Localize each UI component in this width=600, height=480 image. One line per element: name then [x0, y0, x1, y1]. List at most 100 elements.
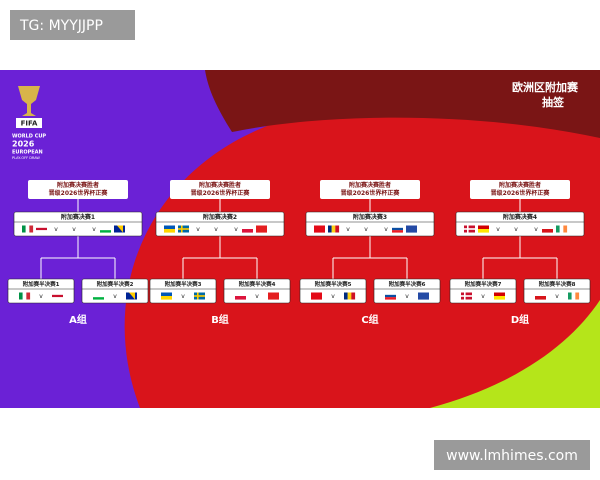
flag	[36, 230, 47, 233]
flag	[22, 225, 26, 233]
bg-maroon	[205, 70, 600, 138]
logo: FIFA WORLD CUP 2026 EUROPEAN PLAY-OFF DR…	[12, 86, 46, 160]
versus: v	[331, 293, 335, 300]
versus: v	[196, 226, 200, 233]
semi-label: 附加赛半决赛3	[165, 280, 202, 288]
flag	[100, 227, 111, 231]
versus: v	[496, 226, 500, 233]
flag	[311, 292, 322, 297]
flag	[542, 225, 553, 230]
semi-label: 附加赛半决赛8	[539, 280, 576, 288]
flag	[344, 292, 348, 300]
title: 抽签	[542, 95, 565, 109]
watermark-text: TG: MYYJJPP	[19, 18, 103, 34]
flag	[52, 294, 63, 298]
flag	[542, 229, 553, 233]
flag	[314, 225, 325, 230]
watermark-box	[434, 440, 590, 470]
winner-box	[320, 180, 420, 199]
winner-box	[170, 180, 270, 199]
semi-label: 附加赛半决赛5	[315, 280, 352, 288]
group-label: B组	[211, 313, 229, 326]
poster: FIFA WORLD CUP 2026 EUROPEAN PLAY-OFF DR…	[0, 70, 600, 408]
versus: v	[72, 226, 76, 233]
flag	[178, 228, 189, 230]
flag	[385, 294, 396, 298]
flag	[311, 296, 322, 300]
group-label: D组	[511, 313, 529, 326]
flag	[494, 292, 505, 297]
semi-label: 附加赛半决赛1	[23, 280, 60, 288]
flag	[335, 225, 340, 233]
flag	[25, 225, 30, 233]
versus: v	[39, 293, 43, 300]
flag	[268, 292, 279, 297]
flag	[347, 292, 352, 300]
flag	[563, 225, 568, 233]
logo-text: WORLD CUP	[12, 134, 46, 140]
versus: v	[346, 226, 350, 233]
flag	[575, 292, 580, 300]
final-label: 附加赛决赛4	[503, 213, 537, 221]
versus: v	[555, 293, 559, 300]
flag	[256, 225, 267, 230]
flag	[535, 296, 546, 300]
flag	[314, 229, 325, 233]
versus: v	[384, 226, 388, 233]
flag	[385, 292, 396, 295]
logo-brand: FIFA	[21, 120, 38, 128]
flag	[556, 225, 560, 233]
flag	[114, 225, 125, 233]
flag	[93, 294, 104, 298]
flag	[129, 292, 135, 300]
flag	[535, 292, 546, 297]
flag	[100, 230, 111, 233]
flag	[256, 229, 267, 233]
flag	[568, 292, 572, 300]
flag	[242, 225, 253, 230]
flag	[117, 225, 123, 233]
title: 欧洲区附加赛	[512, 80, 579, 94]
winner-text: 晋级2026世界杯正赛	[49, 189, 109, 197]
flag	[52, 292, 63, 295]
flag	[242, 229, 253, 233]
flag	[351, 292, 356, 300]
winner-text: 晋级2026世界杯正赛	[191, 189, 251, 197]
flag	[235, 296, 246, 300]
flag	[571, 292, 576, 300]
flag	[36, 225, 47, 228]
bg-lime	[430, 300, 600, 408]
flag	[164, 229, 175, 233]
winner-box	[28, 180, 128, 199]
semi-label: 附加赛半决赛7	[465, 280, 502, 288]
versus: v	[214, 226, 218, 233]
winner-text: 晋级2026世界杯正赛	[341, 189, 401, 197]
versus: v	[181, 293, 185, 300]
group-label: C组	[361, 313, 378, 326]
flag	[559, 225, 564, 233]
flag	[268, 296, 279, 300]
flag	[418, 296, 429, 300]
flag	[22, 292, 27, 300]
logo-text: EUROPEAN	[12, 150, 43, 156]
flag	[235, 292, 246, 297]
versus: v	[234, 226, 238, 233]
winner-text: 附加赛决赛胜者	[57, 181, 99, 189]
flag	[161, 296, 172, 300]
trophy	[18, 86, 40, 116]
versus: v	[514, 226, 518, 233]
flag	[19, 292, 23, 300]
flag	[52, 297, 63, 300]
logo-text: PLAY-OFF DRAW	[12, 156, 40, 160]
flag	[406, 229, 417, 233]
logo-year: 2026	[12, 140, 35, 149]
winner-text: 附加赛决赛胜者	[199, 181, 241, 189]
flag	[100, 225, 111, 228]
semi-label: 附加赛半决赛2	[97, 280, 134, 288]
flag	[161, 292, 172, 297]
winner-text: 附加赛决赛胜者	[499, 181, 541, 189]
watermark-box	[10, 10, 135, 40]
flag	[478, 229, 489, 233]
group-label: A组	[69, 313, 87, 326]
